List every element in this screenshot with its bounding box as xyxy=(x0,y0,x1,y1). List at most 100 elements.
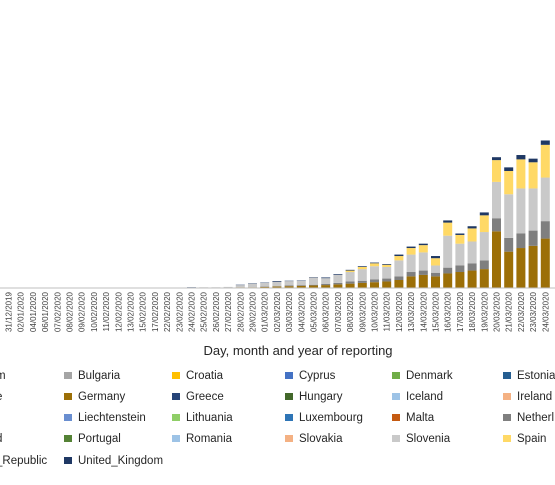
bar-segment xyxy=(272,282,281,286)
bar-segment xyxy=(407,272,416,276)
legend-swatch xyxy=(392,435,400,442)
bar-segment xyxy=(419,244,428,245)
x-tick-label: 23/03/2020 xyxy=(529,291,538,332)
bar-segment xyxy=(468,228,477,241)
legend-swatch xyxy=(64,393,72,400)
bar-segment xyxy=(394,276,403,280)
x-tick-label: 29/02/2020 xyxy=(249,291,258,332)
legend-label: Slovakia xyxy=(299,433,343,445)
x-tick-label: 15/03/2020 xyxy=(432,291,441,332)
legend-label: Slovenia xyxy=(406,433,451,445)
bar-segment xyxy=(516,234,525,249)
bar-segment xyxy=(541,221,550,238)
x-tick-label: 10/03/2020 xyxy=(371,291,380,332)
legend-label: Portugal xyxy=(78,433,121,445)
bar-segment xyxy=(407,255,416,272)
bar-segment xyxy=(443,223,452,236)
x-tick-label: 17/02/2020 xyxy=(151,291,160,332)
bar-segment xyxy=(455,244,464,266)
legend-swatch xyxy=(503,393,511,400)
legend-swatch xyxy=(503,372,511,379)
bar-segment xyxy=(492,218,501,231)
legend-swatch xyxy=(64,435,72,442)
bar-segment xyxy=(516,159,525,188)
bar-segment xyxy=(407,248,416,255)
bar-segment xyxy=(346,271,355,272)
x-tick-label: 02/03/2020 xyxy=(273,291,282,332)
legend-label: Netherl xyxy=(517,412,554,424)
bar-segment xyxy=(394,280,403,288)
legend-swatch xyxy=(392,393,400,400)
x-tick-label: 13/02/2020 xyxy=(127,291,136,332)
legend-swatch xyxy=(64,414,72,421)
bar-segment xyxy=(443,273,452,288)
legend: mBulgariaCroatiaCyprusDenmarkEstoniaeGer… xyxy=(0,370,555,467)
legend-swatch xyxy=(172,414,180,421)
x-tick-label: 07/03/2020 xyxy=(334,291,343,332)
legend-label: Hungary xyxy=(299,391,343,403)
bar-segment xyxy=(455,234,464,235)
legend-label: Liechtenstein xyxy=(78,412,146,424)
legend-swatch xyxy=(503,414,511,421)
legend-label: e xyxy=(0,391,2,403)
bar-segment xyxy=(468,226,477,228)
x-tick-label: 27/02/2020 xyxy=(224,291,233,332)
bar-segment xyxy=(455,272,464,288)
legend-swatch xyxy=(285,414,293,421)
x-tick-label: 12/03/2020 xyxy=(395,291,404,332)
x-tick-label: 01/03/2020 xyxy=(261,291,270,332)
bar-segment xyxy=(516,155,525,159)
bar-segment xyxy=(419,275,428,288)
legend-label: Croatia xyxy=(186,370,224,382)
bar-segment xyxy=(504,171,513,194)
x-tick-label: 03/03/2020 xyxy=(285,291,294,332)
bar-segment xyxy=(358,269,367,281)
bar-segment xyxy=(419,245,428,252)
bar-segment xyxy=(529,159,538,163)
x-tick-label: 06/03/2020 xyxy=(322,291,331,332)
bar-segment xyxy=(492,231,501,288)
bar-segment xyxy=(370,263,379,264)
legend-swatch xyxy=(64,372,72,379)
x-tick-label: 04/01/2020 xyxy=(29,291,38,332)
x-tick-label: 10/02/2020 xyxy=(90,291,99,332)
bar-segment xyxy=(297,285,306,286)
legend-label: m xyxy=(0,370,6,382)
x-tick-label: 14/03/2020 xyxy=(419,291,428,332)
bar-segment xyxy=(358,281,367,283)
legend-label: Lithuania xyxy=(186,412,233,424)
bar-segment xyxy=(455,265,464,272)
x-tick-label: 25/02/2020 xyxy=(200,291,209,332)
bar-segment xyxy=(480,212,489,215)
bar-segment xyxy=(516,248,525,288)
bar-segment xyxy=(431,273,440,277)
legend-label: Greece xyxy=(186,391,224,403)
x-tick-label: 26/02/2020 xyxy=(212,291,221,332)
bar-segment xyxy=(333,284,342,288)
x-tick-label: 20/03/2020 xyxy=(493,291,502,332)
bar-segment xyxy=(358,283,367,288)
x-tick-label: 24/03/2020 xyxy=(541,291,550,332)
x-tick-label: 24/02/2020 xyxy=(188,291,197,332)
bar-segment xyxy=(382,264,391,265)
legend-label: United_Kingdom xyxy=(78,455,163,467)
bar-segment xyxy=(370,282,379,288)
bar-segment xyxy=(285,281,294,285)
x-tick-label: 19/03/2020 xyxy=(480,291,489,332)
bar-segment xyxy=(492,160,501,182)
bar-segment xyxy=(431,256,440,258)
bar-segment xyxy=(346,270,355,271)
legend-label: Iceland xyxy=(406,391,443,403)
x-tick-label: 04/03/2020 xyxy=(297,291,306,332)
x-tick-label: 16/03/2020 xyxy=(444,291,453,332)
bar-segment xyxy=(541,178,550,222)
bar-segment xyxy=(431,265,440,272)
bar-segment xyxy=(492,157,501,160)
bar-segment xyxy=(382,267,391,279)
x-tick-label: 12/02/2020 xyxy=(114,291,123,332)
legend-label: Malta xyxy=(406,412,435,424)
legend-swatch xyxy=(172,372,180,379)
bar-segment xyxy=(370,279,379,282)
bar-segment xyxy=(309,277,318,284)
